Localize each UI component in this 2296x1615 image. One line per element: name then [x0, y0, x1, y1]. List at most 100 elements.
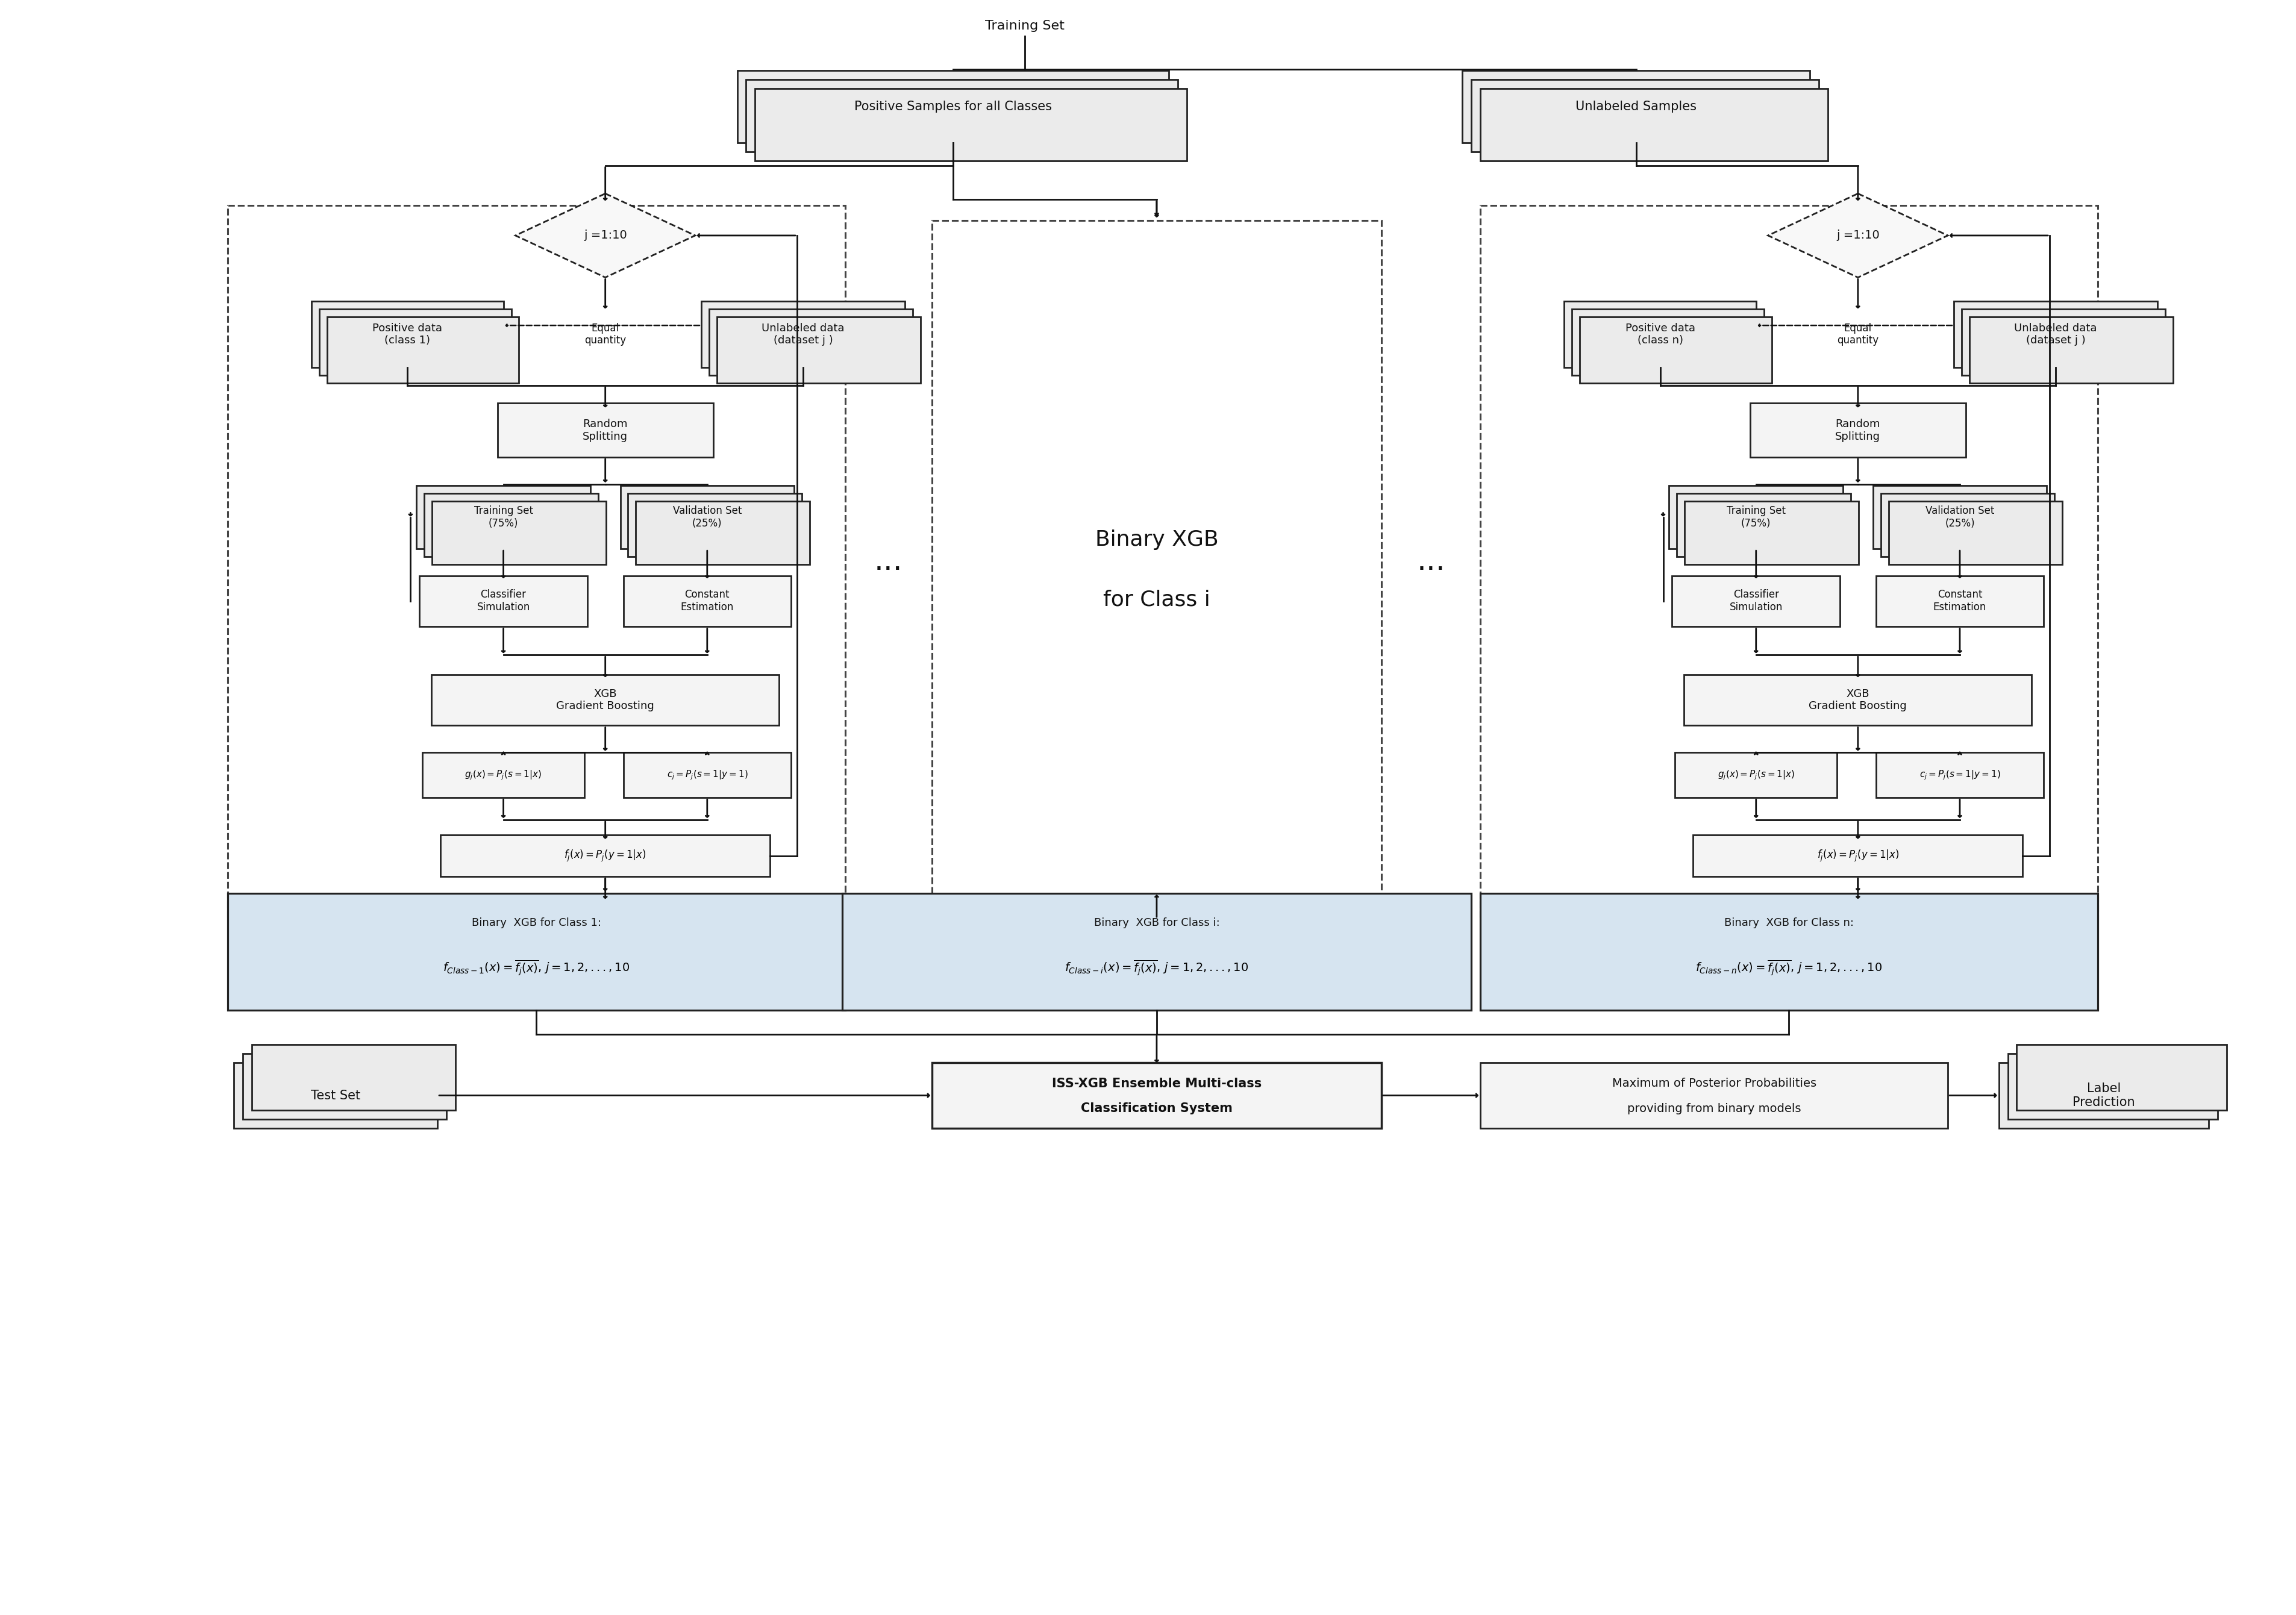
Text: Random
Splitting: Random Splitting: [1835, 418, 1880, 443]
Text: ISS-XGB Ensemble Multi-class: ISS-XGB Ensemble Multi-class: [1052, 1077, 1261, 1090]
Text: Binary XGB: Binary XGB: [1095, 530, 1219, 549]
FancyBboxPatch shape: [425, 494, 597, 557]
FancyBboxPatch shape: [1481, 89, 1828, 160]
FancyBboxPatch shape: [2000, 1063, 2209, 1129]
Text: Training Set
(75%): Training Set (75%): [1727, 505, 1786, 528]
FancyBboxPatch shape: [636, 501, 810, 564]
FancyBboxPatch shape: [716, 317, 921, 383]
Text: Positive Samples for all Classes: Positive Samples for all Classes: [854, 100, 1052, 113]
Text: Binary  XGB for Class i:: Binary XGB for Class i:: [1093, 917, 1219, 929]
Text: $f_j(x)=P_j(y{=}1|x)$: $f_j(x)=P_j(y{=}1|x)$: [565, 848, 647, 862]
Text: Random
Splitting: Random Splitting: [583, 418, 627, 443]
FancyBboxPatch shape: [420, 575, 588, 627]
FancyBboxPatch shape: [843, 893, 1472, 1009]
Text: Maximum of Posterior Probabilities: Maximum of Posterior Probabilities: [1612, 1077, 1816, 1089]
Text: Classification System: Classification System: [1081, 1103, 1233, 1114]
Text: Unlabeled data
(dataset j ): Unlabeled data (dataset j ): [762, 323, 845, 346]
Text: $f_{Class-1}(x)=\overline{f_j(x)},\,j=1,2,...,10$: $f_{Class-1}(x)=\overline{f_j(x)},\,j=1,…: [443, 959, 629, 977]
FancyBboxPatch shape: [755, 89, 1187, 160]
FancyBboxPatch shape: [432, 501, 606, 564]
Text: $c_j=P_j(s{=}1|y{=}1)$: $c_j=P_j(s{=}1|y{=}1)$: [666, 769, 748, 782]
Polygon shape: [514, 194, 696, 278]
Text: Validation Set
(25%): Validation Set (25%): [673, 505, 742, 528]
FancyBboxPatch shape: [629, 494, 801, 557]
FancyBboxPatch shape: [746, 79, 1178, 152]
Text: Positive data
(class 1): Positive data (class 1): [372, 323, 443, 346]
Text: Equal
quantity: Equal quantity: [1837, 323, 1878, 346]
Text: ···: ···: [875, 556, 902, 585]
FancyBboxPatch shape: [1890, 501, 2062, 564]
FancyBboxPatch shape: [737, 71, 1169, 142]
FancyBboxPatch shape: [319, 308, 512, 375]
Text: Label
Prediction: Label Prediction: [2073, 1082, 2135, 1108]
FancyBboxPatch shape: [932, 1063, 1382, 1129]
FancyBboxPatch shape: [1954, 302, 2158, 367]
Text: Positive data
(class n): Positive data (class n): [1626, 323, 1694, 346]
FancyBboxPatch shape: [620, 486, 794, 549]
FancyBboxPatch shape: [1472, 79, 1818, 152]
Text: Binary  XGB for Class 1:: Binary XGB for Class 1:: [471, 917, 602, 929]
FancyBboxPatch shape: [2007, 1053, 2218, 1119]
FancyBboxPatch shape: [2016, 1045, 2227, 1111]
FancyBboxPatch shape: [328, 317, 519, 383]
Text: $c_j=P_j(s{=}1|y{=}1)$: $c_j=P_j(s{=}1|y{=}1)$: [1919, 769, 2000, 782]
Text: $g_j(x)=P_j(s{=}1|x)$: $g_j(x)=P_j(s{=}1|x)$: [1717, 769, 1795, 782]
Text: Binary  XGB for Class n:: Binary XGB for Class n:: [1724, 917, 1853, 929]
Text: Training Set: Training Set: [985, 19, 1065, 32]
FancyBboxPatch shape: [227, 893, 845, 1009]
FancyBboxPatch shape: [1669, 486, 1844, 549]
Text: Validation Set
(25%): Validation Set (25%): [1926, 505, 1995, 528]
FancyBboxPatch shape: [709, 308, 914, 375]
FancyBboxPatch shape: [1580, 317, 1773, 383]
Text: j =1:10: j =1:10: [1837, 229, 1880, 241]
FancyBboxPatch shape: [1970, 317, 2174, 383]
Text: for Class i: for Class i: [1102, 589, 1210, 610]
FancyBboxPatch shape: [1876, 753, 2043, 798]
Polygon shape: [1768, 194, 1947, 278]
Text: XGB
Gradient Boosting: XGB Gradient Boosting: [556, 688, 654, 712]
Text: $f_j(x)=P_j(y{=}1|x)$: $f_j(x)=P_j(y{=}1|x)$: [1816, 848, 1899, 862]
Text: Constant
Estimation: Constant Estimation: [680, 589, 735, 612]
Text: ···: ···: [1417, 556, 1444, 585]
FancyBboxPatch shape: [1671, 575, 1839, 627]
FancyBboxPatch shape: [1676, 494, 1851, 557]
FancyBboxPatch shape: [253, 1045, 455, 1111]
FancyBboxPatch shape: [1880, 494, 2055, 557]
FancyBboxPatch shape: [432, 675, 778, 725]
Text: Classifier
Simulation: Classifier Simulation: [478, 589, 530, 612]
FancyBboxPatch shape: [1683, 675, 2032, 725]
FancyBboxPatch shape: [312, 302, 503, 367]
Text: Test Set: Test Set: [310, 1090, 360, 1101]
Text: Equal
quantity: Equal quantity: [585, 323, 627, 346]
Text: $f_{Class-n}(x)=\overline{f_j(x)},\,j=1,2,...,10$: $f_{Class-n}(x)=\overline{f_j(x)},\,j=1,…: [1694, 959, 1883, 977]
FancyBboxPatch shape: [243, 1053, 445, 1119]
FancyBboxPatch shape: [234, 1063, 439, 1129]
FancyBboxPatch shape: [1573, 308, 1763, 375]
FancyBboxPatch shape: [622, 575, 792, 627]
FancyBboxPatch shape: [1961, 308, 2165, 375]
FancyBboxPatch shape: [441, 835, 769, 877]
FancyBboxPatch shape: [422, 753, 583, 798]
FancyBboxPatch shape: [1481, 1063, 1947, 1129]
Text: providing from binary models: providing from binary models: [1628, 1103, 1800, 1114]
FancyBboxPatch shape: [700, 302, 905, 367]
Text: Training Set
(75%): Training Set (75%): [473, 505, 533, 528]
FancyBboxPatch shape: [498, 404, 714, 457]
FancyBboxPatch shape: [1685, 501, 1857, 564]
FancyBboxPatch shape: [1676, 753, 1837, 798]
Text: $g_j(x)=P_j(s{=}1|x)$: $g_j(x)=P_j(s{=}1|x)$: [464, 769, 542, 782]
FancyBboxPatch shape: [416, 486, 590, 549]
FancyBboxPatch shape: [1463, 71, 1809, 142]
Text: $f_{Class-i}(x)=\overline{f_j(x)},\,j=1,2,...,10$: $f_{Class-i}(x)=\overline{f_j(x)},\,j=1,…: [1065, 959, 1249, 977]
FancyBboxPatch shape: [1481, 893, 2099, 1009]
Text: XGB
Gradient Boosting: XGB Gradient Boosting: [1809, 688, 1908, 712]
Text: Constant
Estimation: Constant Estimation: [1933, 589, 1986, 612]
FancyBboxPatch shape: [1876, 575, 2043, 627]
Text: Unlabeled Samples: Unlabeled Samples: [1575, 100, 1697, 113]
FancyBboxPatch shape: [1874, 486, 2046, 549]
Text: j =1:10: j =1:10: [583, 229, 627, 241]
Text: Unlabeled data
(dataset j ): Unlabeled data (dataset j ): [2014, 323, 2096, 346]
FancyBboxPatch shape: [622, 753, 792, 798]
FancyBboxPatch shape: [1564, 302, 1756, 367]
FancyBboxPatch shape: [1692, 835, 2023, 877]
